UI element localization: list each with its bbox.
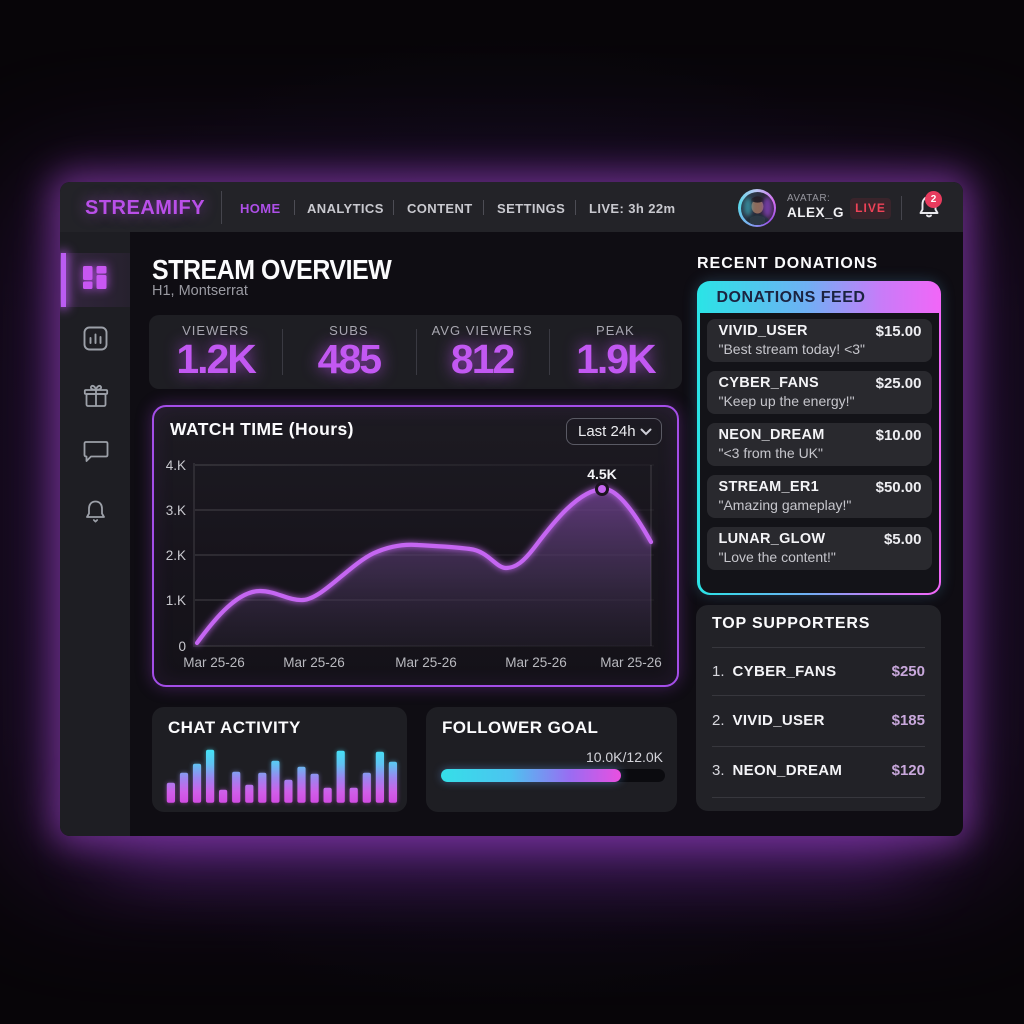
svg-text:0: 0 — [178, 639, 186, 654]
svg-text:Mar 25-26: Mar 25-26 — [395, 655, 457, 670]
svg-text:Mar 25-26: Mar 25-26 — [505, 655, 567, 670]
svg-text:2.K: 2.K — [166, 548, 186, 563]
svg-text:4.5K: 4.5K — [587, 466, 617, 482]
svg-text:Mar 25-26: Mar 25-26 — [283, 655, 345, 670]
svg-text:3.K: 3.K — [166, 503, 186, 518]
svg-text:Mar 25-26: Mar 25-26 — [183, 655, 245, 670]
svg-text:1.K: 1.K — [166, 593, 186, 608]
svg-text:Mar 25-26: Mar 25-26 — [600, 655, 662, 670]
svg-text:4.K: 4.K — [166, 458, 186, 473]
